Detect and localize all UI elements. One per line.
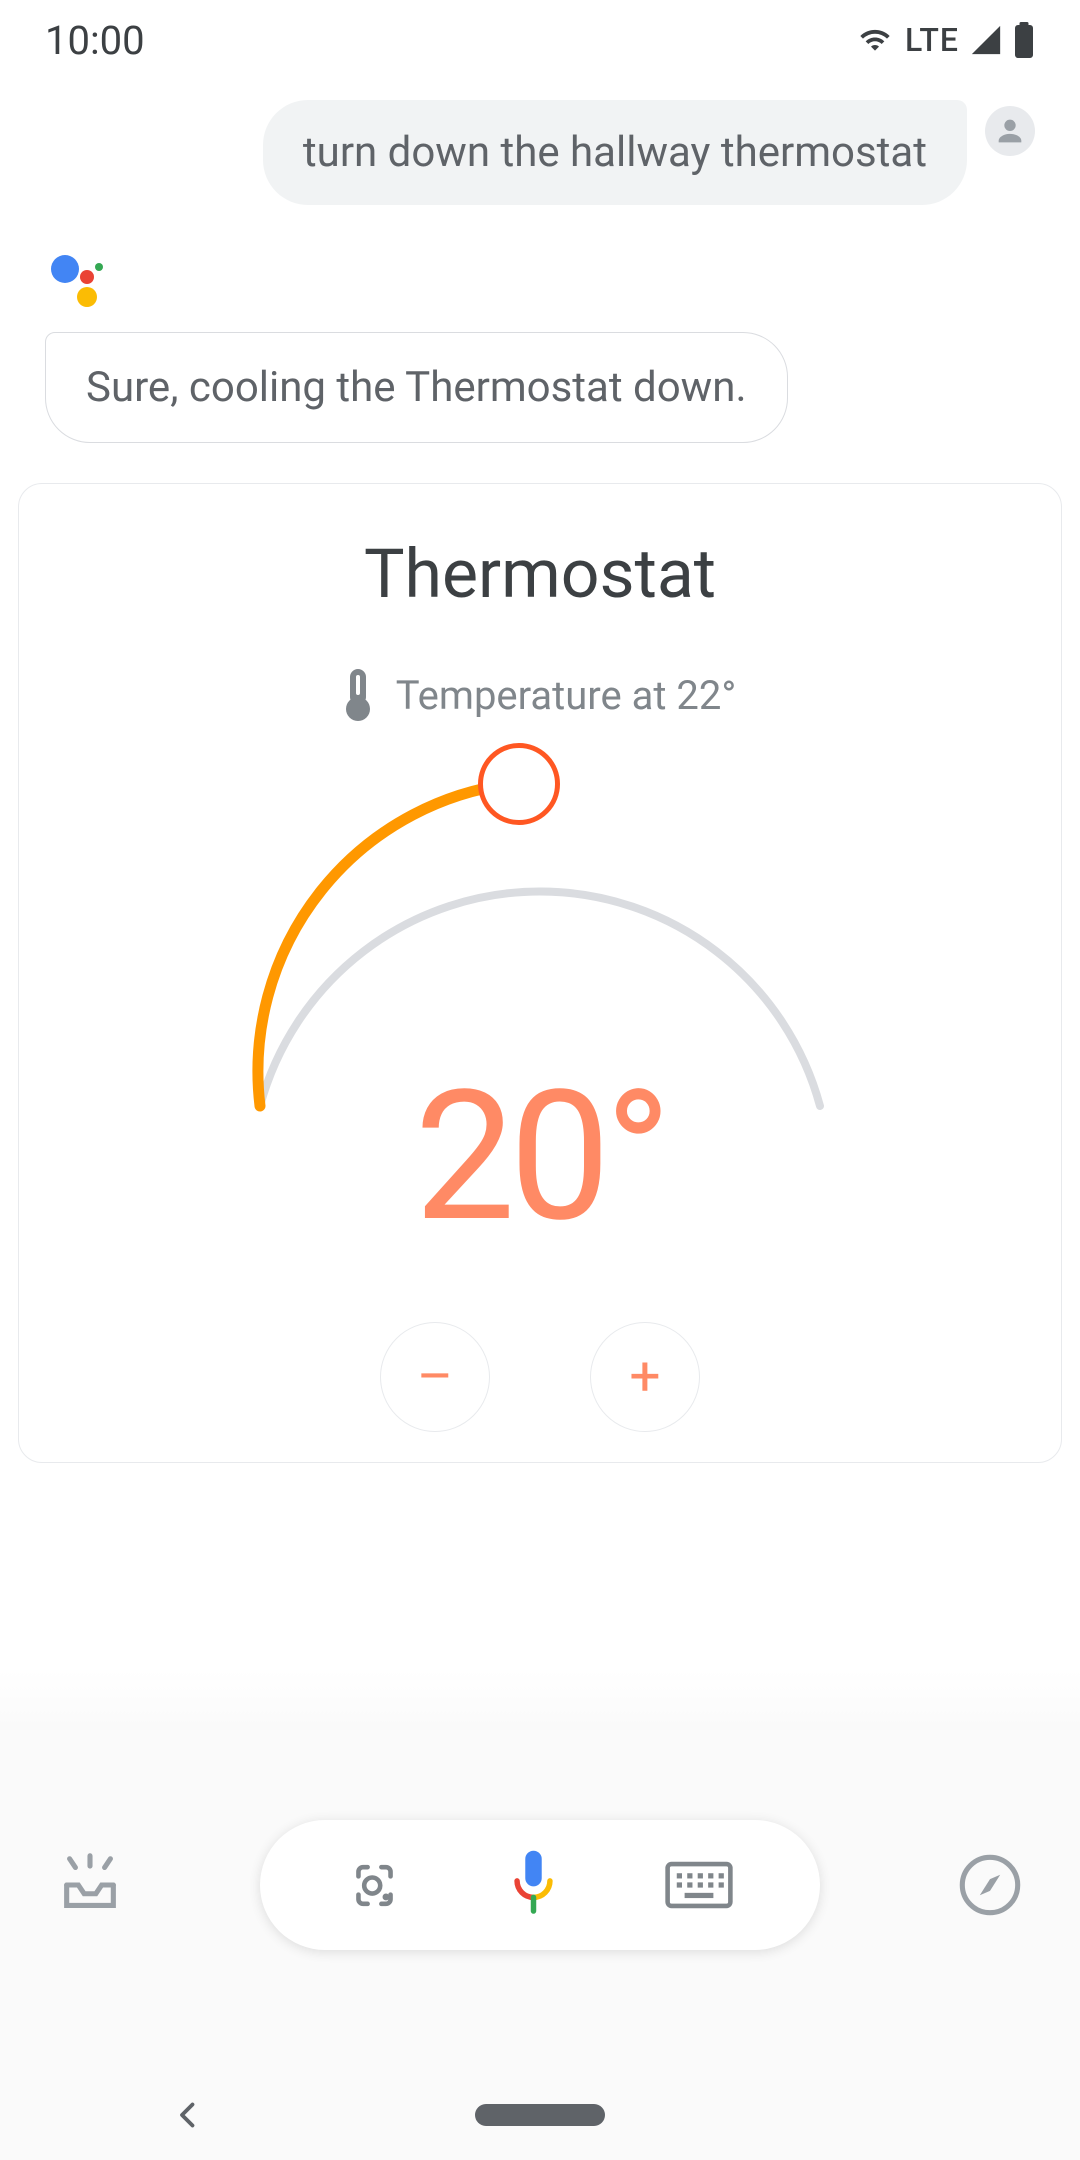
user-message-bubble: turn down the hallway thermostat xyxy=(263,100,967,205)
conversation-area: turn down the hallway thermostat Sure, c… xyxy=(0,80,1080,483)
user-message-row: turn down the hallway thermostat xyxy=(45,100,1035,205)
status-bar: 10:00 LTE xyxy=(0,0,1080,80)
wifi-icon xyxy=(855,24,895,56)
explore-inbox-icon[interactable] xyxy=(55,1850,125,1920)
thermostat-card: Thermostat Temperature at 22° 20° – + xyxy=(18,483,1062,1463)
thermostat-title: Thermostat xyxy=(49,534,1031,614)
status-time: 10:00 xyxy=(45,17,145,64)
status-icons: LTE xyxy=(855,21,1035,59)
navigation-bar xyxy=(0,2070,1080,2160)
assistant-reply-bubble: Sure, cooling the Thermostat down. xyxy=(45,332,788,443)
dial-handle[interactable] xyxy=(478,743,560,825)
avatar[interactable] xyxy=(985,106,1035,156)
decrease-button[interactable]: – xyxy=(380,1322,490,1432)
compass-icon[interactable] xyxy=(955,1850,1025,1920)
increase-button[interactable]: + xyxy=(590,1322,700,1432)
thermometer-icon xyxy=(344,669,372,721)
mic-icon[interactable] xyxy=(506,1848,561,1922)
assistant-input-pill xyxy=(260,1820,820,1950)
lens-icon[interactable] xyxy=(347,1858,402,1913)
battery-icon xyxy=(1013,22,1035,58)
assistant-input-bar xyxy=(0,1820,1080,2070)
back-icon[interactable] xyxy=(170,2097,206,2133)
person-icon xyxy=(993,114,1027,148)
temperature-status-text: Temperature at 22° xyxy=(396,672,737,719)
temperature-dial[interactable] xyxy=(230,751,850,1151)
network-label: LTE xyxy=(905,21,959,59)
temperature-controls: – + xyxy=(49,1322,1031,1432)
signal-icon xyxy=(969,23,1003,57)
keyboard-icon[interactable] xyxy=(665,1860,733,1910)
home-pill[interactable] xyxy=(475,2104,605,2126)
assistant-logo xyxy=(51,255,1035,314)
temperature-status: Temperature at 22° xyxy=(49,669,1031,721)
bottom-bar-area xyxy=(0,1670,1080,2160)
